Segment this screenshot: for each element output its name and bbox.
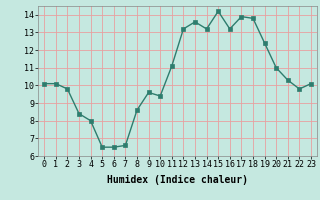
X-axis label: Humidex (Indice chaleur): Humidex (Indice chaleur) [107,175,248,185]
